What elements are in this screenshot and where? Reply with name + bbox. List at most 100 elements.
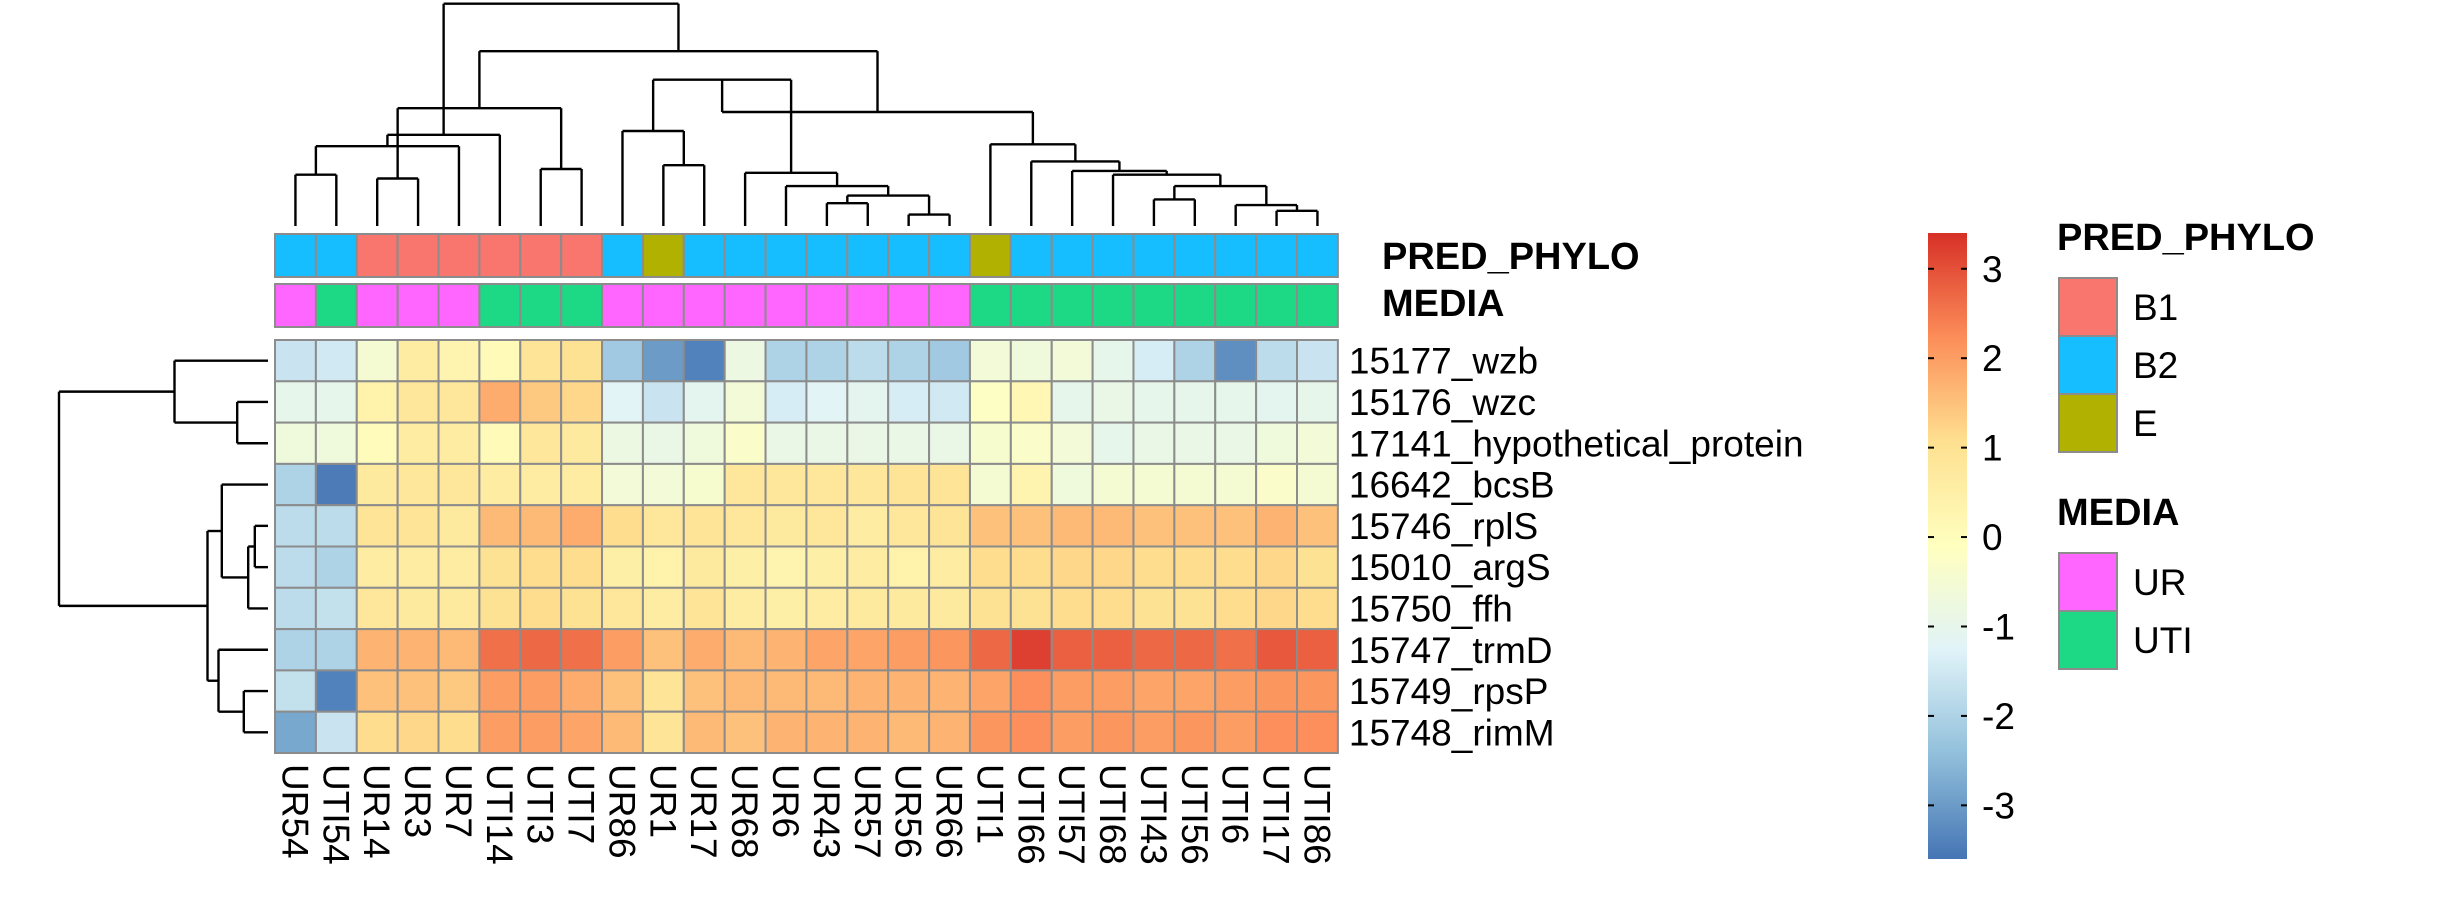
heatmap-cell (519, 380, 563, 424)
heatmap-cell (1050, 628, 1094, 672)
annotation-cell-media (805, 283, 849, 328)
heatmap-cell (478, 380, 522, 424)
heatmap-cell (1214, 504, 1258, 548)
heatmap-cell (641, 339, 685, 383)
heatmap-cell (1132, 669, 1176, 713)
column-label-ur66: UR66 (929, 764, 970, 859)
heatmap-cell (478, 545, 522, 589)
heatmap-cell (1050, 462, 1094, 507)
heatmap-cell (519, 586, 563, 631)
heatmap-cell (1009, 586, 1053, 631)
heatmap-cell (396, 628, 440, 672)
heatmap-cell (1132, 421, 1176, 465)
heatmap-cell (1091, 586, 1135, 631)
heatmap-cell (887, 462, 931, 507)
heatmap-cell (274, 504, 317, 548)
heatmap-cell (723, 339, 767, 383)
heatmap-cell (478, 421, 522, 465)
heatmap-cell (437, 669, 481, 713)
annotation-cell-pred-phylo (928, 233, 971, 278)
heatmap-cell (805, 628, 849, 672)
legend-swatch-ur (2058, 552, 2118, 612)
heatmap-cell (805, 462, 849, 507)
heatmap-cell (682, 504, 726, 548)
annotation-cell-media (1255, 283, 1298, 328)
annotation-cell-pred-phylo (1091, 233, 1135, 278)
colorbar-tick-label: -2 (1982, 696, 2015, 737)
heatmap-cell (723, 586, 767, 631)
heatmap-cell (1132, 628, 1176, 672)
heatmap-cell (1173, 462, 1217, 507)
heatmap-cell (846, 545, 890, 589)
heatmap-cell (478, 339, 522, 383)
heatmap-cell (437, 586, 481, 631)
heatmap-cell (314, 421, 358, 465)
legend-label-b1: B1 (2133, 287, 2178, 328)
column-label-ur57: UR57 (847, 764, 888, 859)
heatmap-cell (1255, 339, 1298, 383)
heatmap-cell (1009, 545, 1053, 589)
heatmap-cell (274, 710, 317, 755)
heatmap-cell (723, 380, 767, 424)
heatmap-cell (1091, 462, 1135, 507)
heatmap-cell (1214, 545, 1258, 589)
heatmap-cell (887, 380, 931, 424)
heatmap-cell (355, 380, 399, 424)
heatmap-cell (478, 628, 522, 672)
annotation-cell-media (560, 283, 604, 328)
annotation-cell-pred-phylo (887, 233, 931, 278)
heatmap-cell (1009, 462, 1053, 507)
heatmap-cell (682, 380, 726, 424)
heatmap-cell (601, 462, 644, 507)
heatmap-cell (314, 669, 358, 713)
heatmap-cell (478, 669, 522, 713)
heatmap-cell (641, 710, 685, 755)
heatmap-cell (314, 545, 358, 589)
heatmap-cell (1050, 669, 1094, 713)
heatmap-cell (1255, 669, 1298, 713)
heatmap-cell (846, 669, 890, 713)
heatmap-cell (764, 586, 808, 631)
heatmap-cell (928, 545, 971, 589)
heatmap-cell (560, 586, 604, 631)
row-label-15177-wzb: 15177_wzb (1349, 341, 1538, 382)
annotation-cell-pred-phylo (437, 233, 481, 278)
heatmap-cell (1132, 586, 1176, 631)
heatmap-cell (887, 628, 931, 672)
heatmap-cell (601, 380, 644, 424)
annotation-cell-pred-phylo (1132, 233, 1176, 278)
heatmap-cell (560, 380, 604, 424)
legend-swatch-b2 (2058, 335, 2118, 395)
column-labels: UR54 UTI54 UR14 UR3 UR7 UTI14 UTI3 UTI7 UR86 UR1 U… (274, 764, 1337, 865)
annotation-cell-media (519, 283, 563, 328)
heatmap-cell (437, 421, 481, 465)
heatmap-cell (1255, 628, 1298, 672)
heatmap-cell (601, 669, 644, 713)
heatmap-cell (601, 339, 644, 383)
heatmap-cell (805, 586, 849, 631)
heatmap-cell (764, 669, 808, 713)
heatmap-cell (1214, 669, 1258, 713)
heatmap-cell (764, 545, 808, 589)
heatmap-cell (641, 421, 685, 465)
heatmap-cell (682, 628, 726, 672)
heatmap-cell (968, 380, 1012, 424)
column-label-uti57: UTI57 (1051, 764, 1092, 865)
annotation-cell-pred-phylo (1214, 233, 1258, 278)
annotation-cell-pred-phylo (723, 233, 767, 278)
row-label-15746-rpls: 15746_rplS (1349, 506, 1538, 547)
column-label-uti7: UTI7 (561, 764, 602, 844)
column-label-uti66: UTI66 (1010, 764, 1051, 865)
column-label-uti1: UTI1 (969, 764, 1010, 844)
annotation-cell-pred-phylo (968, 233, 1012, 278)
heatmap-cell (1132, 462, 1176, 507)
heatmap-cell (1255, 586, 1298, 631)
heatmap-cell (1050, 380, 1094, 424)
heatmap-cell (1296, 628, 1339, 672)
heatmap-cell (723, 628, 767, 672)
legend-label-b2: B2 (2133, 345, 2178, 386)
heatmap-cell (274, 462, 317, 507)
row-label-15176-wzc: 15176_wzc (1349, 382, 1536, 423)
heatmap-cell (274, 380, 317, 424)
